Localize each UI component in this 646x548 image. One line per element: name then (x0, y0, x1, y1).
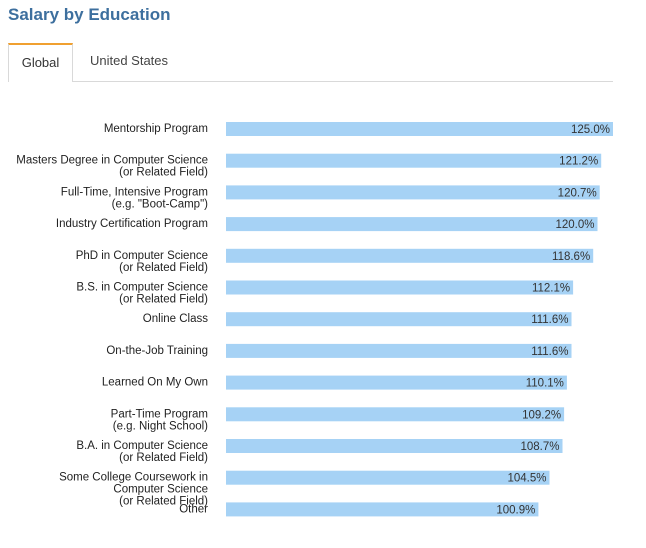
bar-9 (226, 407, 565, 422)
bar-value-label-1: 121.2% (559, 156, 598, 168)
bar-value-label-10: 108.7% (520, 441, 559, 453)
category-label-line: (or Related Field) (119, 496, 208, 508)
category-label-line: B.A. in Computer Science (76, 440, 208, 452)
category-label-line: Online Class (143, 313, 208, 325)
bar-value-label-5: 112.1% (532, 283, 570, 295)
category-label-line: Computer Science (113, 484, 208, 496)
category-label-6: Online Class (143, 313, 208, 325)
category-label-line: PhD in Computer Science (76, 250, 208, 262)
bar-0 (226, 122, 613, 136)
bar-value-label-11: 104.5% (507, 473, 546, 485)
bar-value-label-0: 125.0% (571, 124, 610, 136)
category-label-9: Part-Time Program (e.g. Night School) (111, 408, 209, 432)
category-label-line: B.S. in Computer Science (76, 282, 208, 294)
category-label-line: Part-Time Program (111, 408, 208, 420)
category-label-line: Some College Coursework in (59, 472, 208, 484)
category-label-line: On-the-Job Training (106, 345, 208, 357)
bar-value-label-12: 100.9% (496, 504, 535, 516)
bar-3 (226, 217, 598, 232)
category-label-0: Mentorship Program (104, 123, 208, 135)
bar-2 (226, 185, 600, 200)
region-tabs: Global United States (8, 43, 613, 82)
bar-1 (226, 153, 602, 168)
category-label-3: Industry Certification Program (56, 218, 208, 230)
category-label-5: B.S. in Computer Science (or Related Fiel… (76, 282, 208, 306)
category-label-line: (or Related Field) (119, 262, 208, 274)
bar-value-label-2: 120.7% (558, 187, 597, 199)
bar-value-label-4: 118.6% (552, 251, 590, 263)
category-label-8: Learned On My Own (102, 377, 208, 389)
category-label-1: Masters Degree in Computer Science (or Re… (16, 155, 208, 179)
bar-6 (226, 312, 572, 327)
bar-value-label-9: 109.2% (522, 409, 561, 421)
bar-12 (226, 502, 539, 517)
category-label-line: Full-Time, Intensive Program (61, 186, 208, 198)
bar-4 (226, 248, 594, 263)
bar-8 (226, 375, 567, 390)
bar-value-label-8: 110.1% (526, 378, 564, 390)
category-label-line: Mentorship Program (104, 123, 208, 135)
tab-united-states[interactable]: United States (89, 53, 169, 68)
category-label-4: PhD in Computer Science (or Related Field… (76, 250, 208, 274)
bar-value-label-3: 120.0% (555, 219, 594, 231)
bar-7 (226, 343, 572, 358)
category-label-line: (or Related Field) (119, 167, 208, 179)
category-label-7: On-the-Job Training (106, 345, 208, 357)
category-label-line: (e.g. "Boot-Camp") (112, 198, 209, 210)
bar-value-label-6: 111.6% (531, 314, 568, 326)
category-label-line: (or Related Field) (119, 452, 208, 464)
bar-5 (226, 280, 574, 295)
category-label-12: Other (179, 503, 208, 515)
tab-global[interactable]: Global (8, 43, 73, 82)
category-label-line: Masters Degree in Computer Science (16, 155, 208, 167)
category-label-line: Industry Certification Program (56, 218, 208, 230)
category-label-line: (or Related Field) (119, 294, 208, 306)
category-label-line: Learned On My Own (102, 377, 208, 389)
bar-11 (226, 470, 550, 485)
category-label-10: B.A. in Computer Science (or Related Fiel… (76, 440, 208, 464)
bar-value-label-7: 111.6% (531, 346, 568, 358)
category-label-line: Other (179, 503, 208, 515)
page-title: Salary by Education (8, 5, 171, 24)
category-label-2: Full-Time, Intensive Program (e.g. "Boot-… (61, 186, 208, 210)
category-label-line: (e.g. Night School) (113, 420, 208, 432)
bar-10 (226, 439, 563, 453)
category-label-11: Some College Coursework in Computer Scien… (59, 472, 208, 508)
